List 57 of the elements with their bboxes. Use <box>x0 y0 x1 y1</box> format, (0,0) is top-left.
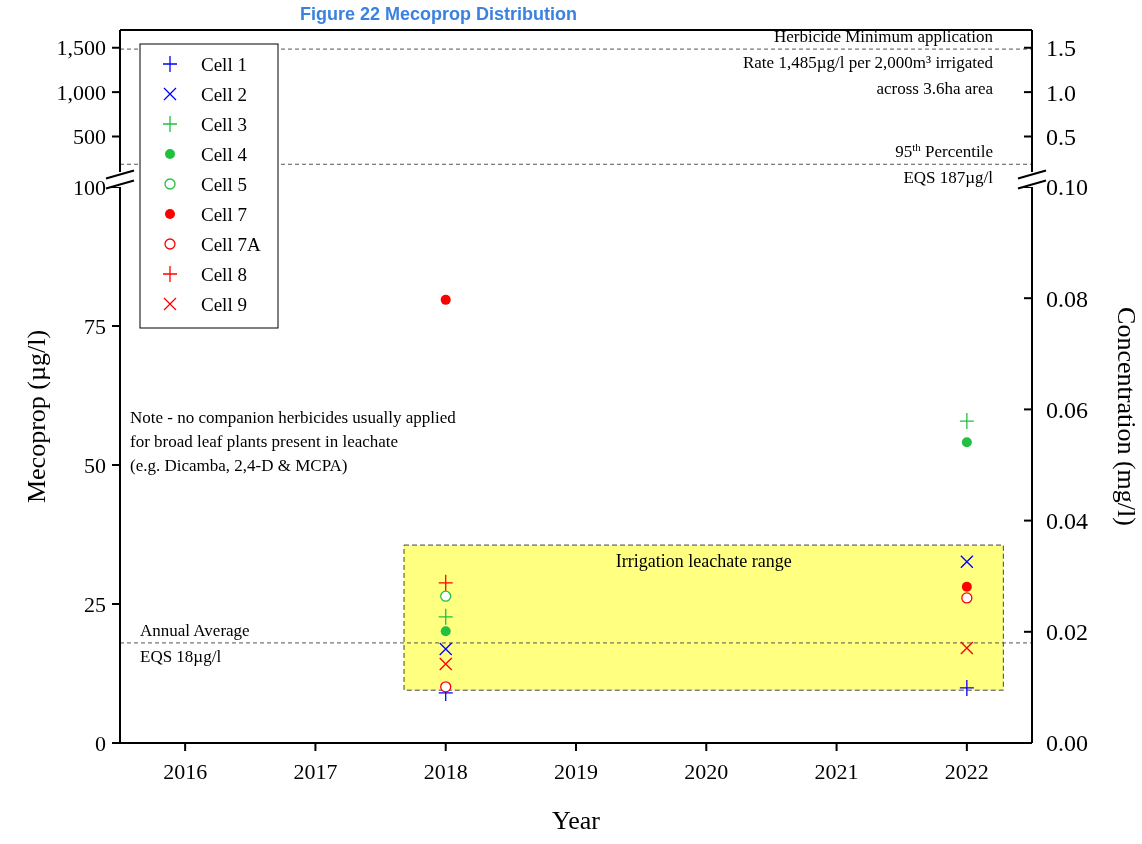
legend-label: Cell 1 <box>201 53 247 75</box>
point <box>960 641 974 655</box>
y-axis-title: Mecoprop (µg/l) <box>22 329 51 504</box>
y-tick-label: 100 <box>73 174 106 200</box>
point <box>440 626 451 637</box>
point <box>440 294 451 305</box>
band-label: Irrigation leachate range <box>615 551 792 572</box>
legend-label: Cell 5 <box>201 173 247 195</box>
y2-tick-label: 0.02 <box>1046 619 1088 646</box>
point <box>959 679 975 697</box>
y-tick-label: 25 <box>84 591 106 617</box>
y-tick-label: 1,000 <box>56 79 106 105</box>
y-tick-label: 75 <box>84 313 106 339</box>
point <box>439 642 453 656</box>
y2-axis-title: Concentration (mg/l) <box>1112 307 1141 526</box>
point <box>961 581 972 592</box>
x-tick-label: 2018 <box>423 759 468 784</box>
point <box>961 592 973 604</box>
legend-label: Cell 7A <box>201 233 261 255</box>
point <box>438 574 454 592</box>
ref-line-label: 95$^{th}$ Percentile EQS 187µg/l <box>895 141 994 188</box>
y2-tick-label: 0.10 <box>1046 174 1088 201</box>
x-axis-title: Year <box>552 806 601 835</box>
legend-label: Cell 7 <box>201 203 247 225</box>
y2-tick-label: 1.0 <box>1046 79 1076 106</box>
x-tick-label: 2022 <box>944 759 989 784</box>
x-tick-label: 2019 <box>554 759 598 784</box>
legend-label: Cell 8 <box>201 263 247 285</box>
y2-tick-label: 0.06 <box>1046 396 1088 423</box>
legend-label: Cell 9 <box>201 293 247 315</box>
y2-tick-label: 0.00 <box>1046 730 1088 757</box>
y-tick-label: 500 <box>73 124 106 150</box>
point <box>440 590 452 602</box>
x-tick-label: 2017 <box>293 759 338 784</box>
ref-line-label: Annual Average EQS 18µg/l <box>140 620 250 666</box>
point <box>959 412 975 430</box>
y2-tick-label: 0.04 <box>1046 508 1088 534</box>
chart-title: Figure 22 Mecoprop Distribution <box>300 4 578 24</box>
y2-tick-label: 0.08 <box>1046 285 1088 312</box>
point <box>960 555 974 569</box>
y-tick-label: 50 <box>84 452 106 478</box>
y2-tick-label: 0.5 <box>1046 123 1076 150</box>
legend-label: Cell 3 <box>201 113 247 135</box>
legend-label: Cell 4 <box>201 143 248 165</box>
point <box>438 608 454 626</box>
legend-label: Cell 2 <box>201 83 247 105</box>
x-tick-label: 2016 <box>163 759 208 784</box>
x-tick-label: 2020 <box>684 759 729 784</box>
point <box>961 437 972 448</box>
y-tick-label: 0 <box>95 730 106 756</box>
ref-line-label: Herbicide Minimum application Rate 1,485µg/l per 2,000m³ irrigated across 3.6ha area <box>742 27 994 99</box>
point <box>439 657 453 671</box>
point <box>440 681 452 693</box>
x-tick-label: 2021 <box>814 759 859 784</box>
y-tick-label: 1,500 <box>56 35 106 61</box>
y2-tick-label: 1.5 <box>1046 35 1076 62</box>
annotation: Note - no companion herbicides usually applied for broad leaf plants present in leachate (e.g. Dicamba, 2,4-D & MCPA) <box>130 408 457 476</box>
